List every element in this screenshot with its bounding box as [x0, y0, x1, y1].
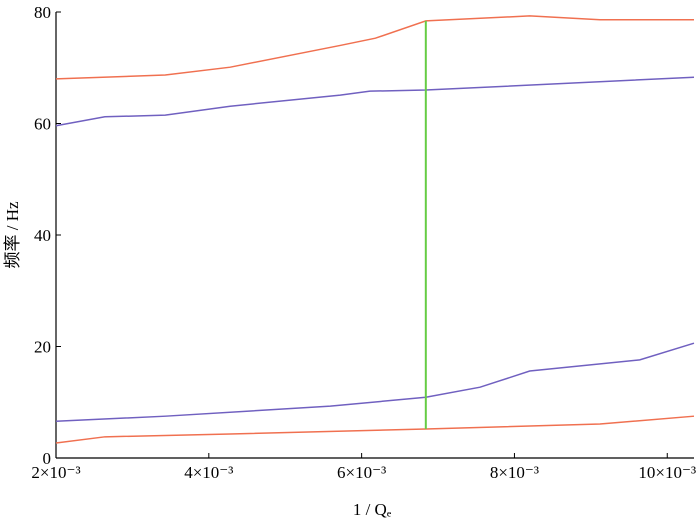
y-tick-label: 80 — [34, 3, 51, 22]
line-series — [55, 15, 694, 80]
y-tick-label: 0 — [43, 449, 52, 468]
line-series — [55, 415, 695, 444]
x-tick-label: 2×10⁻³ — [31, 463, 80, 482]
x-tick-label: 4×10⁻³ — [184, 463, 233, 482]
y-tick-label: 20 — [34, 338, 51, 357]
x-tick-label: 10×10⁻³ — [638, 463, 696, 482]
y-tick-label: 40 — [34, 226, 51, 245]
x-axis-label: 1 / Qₑ — [353, 500, 392, 519]
line-series — [55, 76, 695, 127]
x-tick-label: 8×10⁻³ — [490, 463, 539, 482]
y-axis-label: 频率 / Hz — [3, 201, 22, 268]
x-tick-label: 6×10⁻³ — [337, 463, 386, 482]
y-tick-label: 60 — [34, 115, 51, 134]
line-series — [55, 342, 695, 422]
